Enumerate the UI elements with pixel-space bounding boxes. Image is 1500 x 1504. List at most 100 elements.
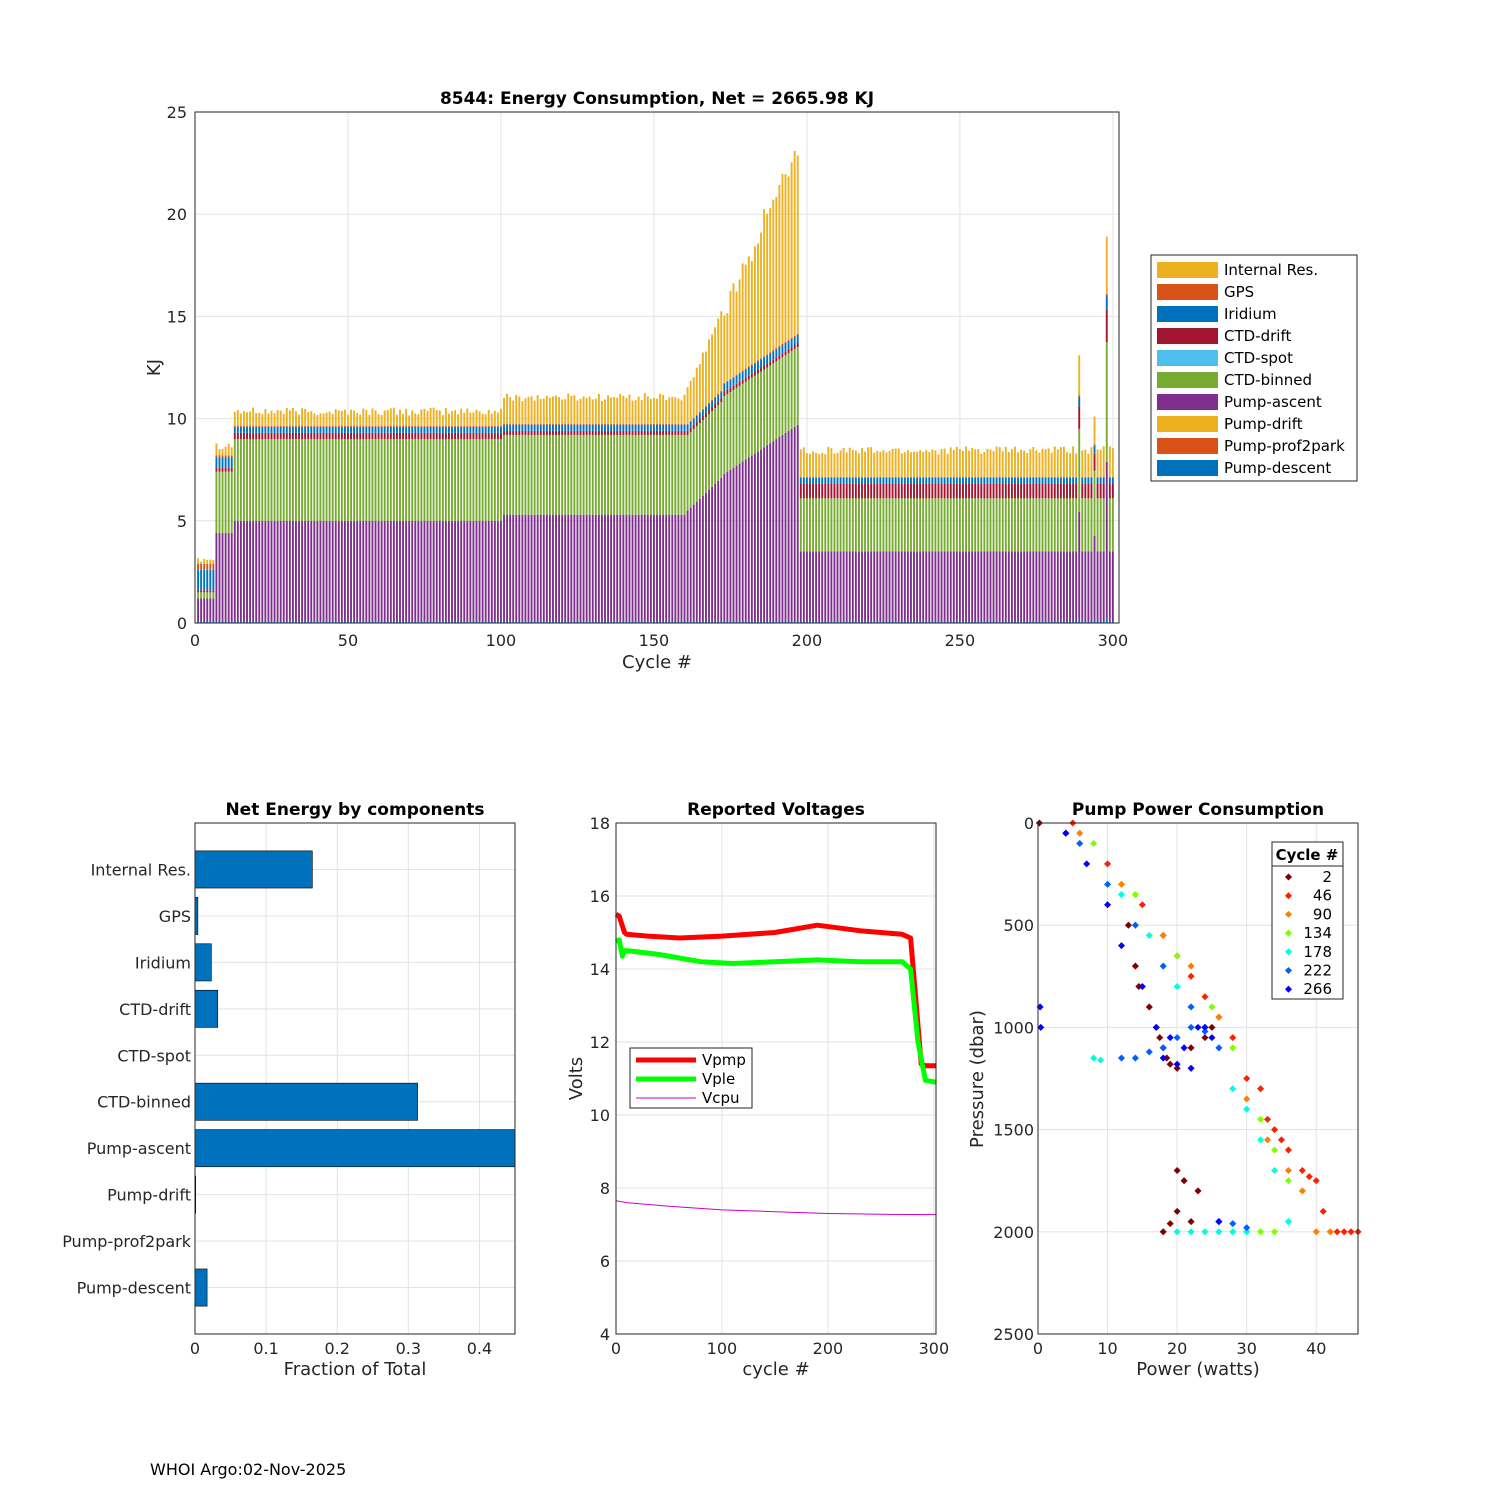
energy-bar-segment-gps (714, 396, 717, 398)
energy-bar-segment-internal-res- (607, 395, 609, 424)
energy-bar-segment-pump-ascent (876, 551, 879, 621)
energy-bar-segment-gps (285, 425, 288, 427)
energy-bar-segment-pump-ascent (952, 551, 955, 621)
energy-bar-segment-pump-ascent (931, 551, 934, 621)
energy-bar-segment-gps (337, 425, 340, 427)
energy-bar-cycle-76 (426, 410, 429, 623)
energy-bar-cycle-102 (506, 393, 509, 623)
energy-bar-segment-pump-ascent (799, 551, 802, 621)
energy-bar-segment-pump-ascent (775, 439, 778, 621)
energy-bar-segment-ctd-binned (995, 498, 998, 552)
energy-bar-segment-ctd-binned (411, 439, 414, 521)
energy-bar-segment-gps (610, 423, 613, 425)
energy-bar-segment-ctd-drift (940, 484, 943, 499)
energy-bar-segment-pump-descent (796, 620, 799, 623)
energy-bar-segment-iridium (726, 381, 729, 390)
energy-bar-segment-pump-ascent (487, 520, 490, 621)
energy-bar-segment-pump-ascent (301, 520, 304, 621)
energy-bar-segment-pump-ascent (744, 459, 747, 621)
energy-bar-segment-pump-ascent (555, 514, 557, 621)
energy-bar-cycle-59 (374, 410, 377, 623)
energy-bar-segment-iridium (270, 426, 273, 433)
energy-bar-segment-gps (472, 425, 475, 427)
energy-bar-cycle-251 (962, 450, 964, 623)
energy-bar-cycle-56 (365, 409, 368, 623)
energy-bar-segment-gps (545, 423, 548, 425)
energy-bar-cycle-264 (1001, 451, 1004, 623)
energy-ytick-label: 20 (167, 205, 187, 224)
energy-bar-segment-ctd-binned (821, 498, 824, 552)
energy-bar-segment-gps (974, 476, 977, 478)
energy-bar-segment-pump-descent (986, 620, 989, 623)
energy-bar-segment-gps (772, 350, 775, 352)
energy-bar-segment-pump-descent (512, 620, 515, 623)
energy-bar-segment-internal-res- (215, 443, 218, 456)
energy-bar-cycle-293 (1090, 447, 1093, 623)
energy-bar-segment-pump-descent (441, 620, 444, 623)
energy-bar-segment-ctd-drift (1111, 484, 1114, 499)
energy-bar-segment-gps (717, 393, 720, 396)
energy-bar-segment-gps (928, 476, 931, 478)
energy-bar-segment-pump-descent (968, 620, 971, 623)
energy-bar-segment-pump-descent (411, 620, 414, 623)
energy-bar-segment-ctd-drift (980, 484, 983, 499)
components-plot-frame (194, 822, 516, 1335)
energy-bar-segment-iridium (552, 424, 554, 431)
energy-bar-segment-internal-res- (515, 394, 518, 424)
energy-bar-segment-gps (1044, 476, 1047, 478)
energy-bar-segment-internal-res- (946, 453, 949, 477)
energy-bar-segment-pump-ascent (469, 520, 472, 621)
energy-bar-segment-ctd-drift (968, 484, 971, 499)
energy-bar-segment-pump-ascent (212, 598, 215, 621)
energy-bar-segment-pump-ascent (322, 520, 325, 621)
energy-bar-segment-pump-descent (698, 620, 701, 623)
energy-bar-segment-internal-res- (512, 400, 515, 424)
energy-bar-segment-pump-ascent (983, 551, 986, 621)
energy-bar-segment-internal-res- (423, 408, 426, 426)
energy-bar-segment-gps (741, 370, 744, 372)
energy-bar-segment-pump-descent (717, 620, 720, 623)
energy-bar-cycle-121 (564, 399, 567, 623)
energy-bar-cycle-33 (295, 411, 297, 623)
energy-bar-segment-pump-descent (1029, 620, 1032, 623)
energy-bar-cycle-263 (998, 447, 1001, 623)
components-bar (194, 943, 212, 982)
energy-bar-segment-gps (392, 425, 395, 427)
energy-bar-segment-iridium (1056, 477, 1059, 485)
energy-bar-segment-pump-descent (545, 620, 548, 623)
energy-bar-segment-gps (288, 425, 291, 427)
energy-bar-segment-ctd-drift (1072, 484, 1075, 499)
energy-bar-segment-internal-res- (812, 451, 814, 477)
energy-bar-segment-internal-res- (209, 559, 212, 564)
energy-bar-segment-pump-descent (310, 620, 313, 623)
energy-bar-segment-pump-ascent (221, 533, 224, 621)
energy-bar-cycle-170 (714, 327, 717, 623)
energy-bar-segment-gps (512, 423, 515, 425)
energy-bar-cycle-99 (496, 412, 499, 623)
energy-bar-segment-pump-descent (340, 620, 343, 623)
energy-bar-segment-pump-ascent (597, 514, 600, 621)
pump-legend-box (1271, 841, 1344, 1000)
energy-bar-segment-internal-res- (809, 453, 811, 477)
energy-bar-segment-ctd-drift (328, 432, 331, 440)
energy-bar-segment-iridium (591, 424, 594, 431)
energy-bar-segment-ctd-binned (974, 498, 977, 552)
energy-bar-segment-internal-res- (530, 396, 533, 424)
energy-bar-segment-pump-ascent (649, 514, 652, 621)
pump-xtick-label: 20 (1167, 1339, 1187, 1358)
energy-bar-segment-ctd-drift (478, 432, 481, 440)
energy-bar-segment-pump-descent (913, 620, 915, 623)
energy-bar-segment-gps (487, 425, 490, 427)
energy-bar-segment-ctd-drift (1105, 309, 1108, 343)
energy-bar-segment-internal-res- (861, 448, 863, 477)
energy-bar-segment-pump-ascent (937, 551, 940, 621)
energy-bar-cycle-198 (799, 449, 802, 623)
energy-bar-segment-internal-res- (1029, 449, 1032, 477)
energy-bar-segment-ctd-binned (931, 498, 934, 552)
energy-bar-segment-ctd-binned (977, 498, 980, 552)
energy-bar-cycle-278 (1044, 449, 1047, 623)
energy-bar-segment-pump-ascent (1053, 551, 1056, 621)
energy-bar-cycle-217 (857, 453, 860, 623)
energy-bar-segment-gps (246, 425, 248, 427)
energy-bar-segment-iridium (931, 477, 934, 485)
